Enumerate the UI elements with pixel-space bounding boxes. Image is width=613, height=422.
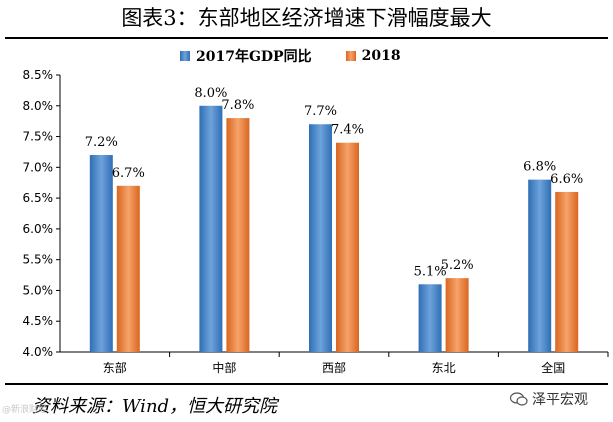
data-label-series2: 7.8% <box>221 98 254 113</box>
source-note: 资料来源：Wind，恒大研究院 <box>32 396 278 417</box>
y-tick-label: 6.5% <box>23 191 54 205</box>
legend-swatch-series1 <box>180 51 190 61</box>
legend-item-series2: 2018 <box>345 46 401 66</box>
y-tick-label: 6.0% <box>23 222 54 236</box>
legend-label-series1: 2017年GDP同比 <box>196 49 312 65</box>
y-tick-label: 8.5% <box>23 68 54 82</box>
bar-series2 <box>226 118 250 352</box>
data-label-series2: 6.6% <box>550 172 583 187</box>
bars <box>89 105 579 353</box>
legend-label-series2: 2018 <box>361 48 401 64</box>
legend-item-series1: 2017年GDP同比 <box>180 46 312 66</box>
bar-series2 <box>555 191 579 352</box>
legend: 2017年GDP同比 2018 <box>180 46 401 66</box>
bar-series2 <box>445 278 469 352</box>
y-tick-label: 7.5% <box>23 130 54 144</box>
bar-series1 <box>309 124 332 352</box>
data-label-series1: 7.7% <box>304 104 337 119</box>
x-tick-label: 西部 <box>322 360 346 375</box>
data-label-series2: 7.4% <box>331 123 364 138</box>
watermark-text: 泽平宏观 <box>532 392 588 408</box>
wechat-icon <box>510 392 528 406</box>
watermark: 泽平宏观 <box>510 389 588 409</box>
x-tick-label: 全国 <box>541 360 565 375</box>
y-tick-label: 8.0% <box>23 99 54 113</box>
watermark-left: @新浪财经 <box>2 405 48 415</box>
data-labels: 7.2% 6.7% 8.0%7.8% 7.7% 7.4% 5.1%5.2% 6.8%6.6% <box>85 86 583 280</box>
axes: 4.0% 4.5% 5.0% 5.5% 6.0% 6.5% 7.0% 7.5% 8.0% 8.5%… <box>23 68 609 375</box>
data-label-series1: 7.2% <box>85 135 118 150</box>
source-rule <box>5 383 608 385</box>
x-tick-label: 东北 <box>432 361 456 375</box>
title-rule <box>5 37 608 39</box>
data-label-series1: 5.1% <box>414 264 447 279</box>
data-label-series2: 5.2% <box>441 258 474 273</box>
data-label-series1: 8.0% <box>194 86 227 101</box>
y-tick-label: 4.5% <box>23 314 54 328</box>
bar-series1 <box>528 179 552 352</box>
x-tick-label: 东部 <box>103 360 127 375</box>
y-tick-label: 4.0% <box>23 345 54 359</box>
bar-series1 <box>199 105 223 353</box>
y-tick-label: 5.5% <box>23 253 54 267</box>
bar-chart: 4.0% 4.5% 5.0% 5.5% 6.0% 6.5% 7.0% 7.5% 8.0% 8.5%… <box>23 68 609 375</box>
bar-series2 <box>116 185 140 352</box>
bar-series1 <box>418 284 442 352</box>
bar-series2 <box>336 142 359 352</box>
bar-series1 <box>89 155 113 352</box>
y-tick-label: 5.0% <box>23 283 54 297</box>
x-tick-label: 中部 <box>212 360 236 375</box>
data-label-series1: 6.8% <box>523 160 556 175</box>
legend-swatch-series2 <box>345 51 356 61</box>
chart-title: 图表3：东部地区经济增速下滑幅度最大 <box>121 6 492 30</box>
data-label-series2: 6.7% <box>112 166 145 181</box>
y-tick-label: 7.0% <box>23 160 54 174</box>
